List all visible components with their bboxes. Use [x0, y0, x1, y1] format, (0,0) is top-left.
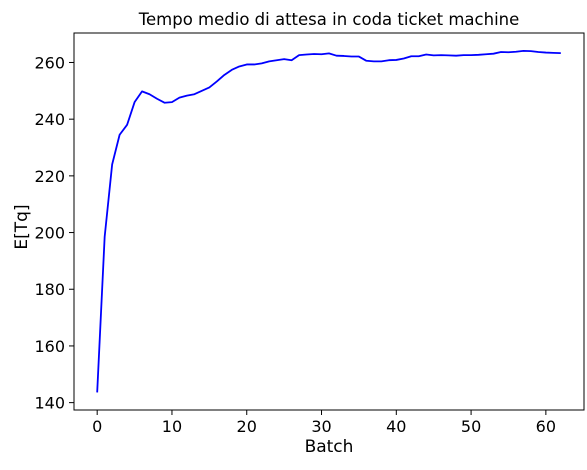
x-tick-label: 40 — [386, 417, 406, 436]
y-tick-label: 220 — [34, 167, 65, 186]
chart-title: Tempo medio di attesa in coda ticket mac… — [138, 10, 520, 29]
y-tick-label: 260 — [34, 53, 65, 72]
x-tick-label: 10 — [162, 417, 182, 436]
y-axis-label: E[Tq] — [12, 204, 32, 249]
x-tick-label: 30 — [311, 417, 331, 436]
x-axis-label: Batch — [305, 437, 354, 457]
x-tick-label: 0 — [92, 417, 102, 436]
y-tick-label: 240 — [34, 110, 65, 129]
x-tick-label: 20 — [237, 417, 257, 436]
x-tick-label: 60 — [536, 417, 556, 436]
y-tick-label: 180 — [34, 280, 65, 299]
y-tick-label: 200 — [34, 224, 65, 243]
y-tick-label: 160 — [34, 337, 65, 356]
x-axis: 0 10 20 30 40 50 60 — [92, 410, 556, 436]
x-tick-label: 50 — [461, 417, 481, 436]
plot-frame — [73, 32, 585, 411]
plot-area — [73, 32, 585, 411]
series-line-0 — [96, 49, 561, 393]
y-tick-label: 140 — [34, 394, 65, 413]
y-axis: 140 160 180 200 220 240 260 — [34, 53, 74, 413]
